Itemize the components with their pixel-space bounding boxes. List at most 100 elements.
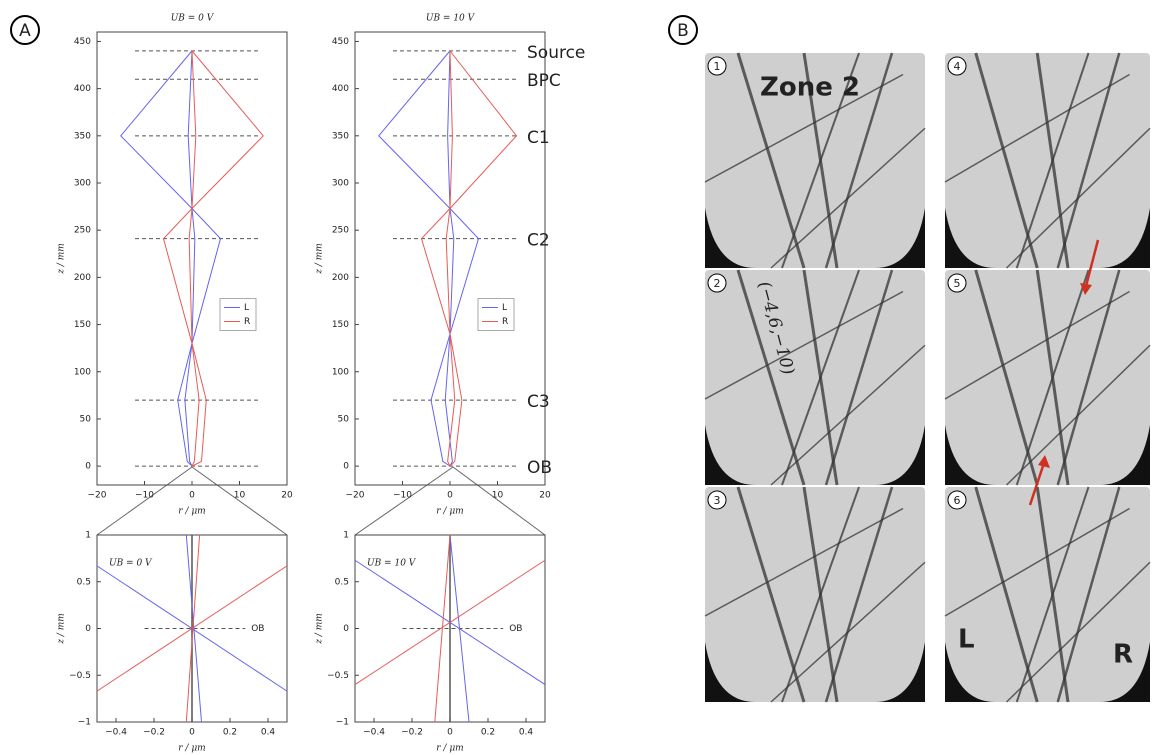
ray-line xyxy=(188,50,200,467)
ray-line xyxy=(96,565,288,692)
x-tick-label: −0.4 xyxy=(363,728,385,738)
plane-label: Source xyxy=(527,43,585,63)
kikuchi-band xyxy=(736,269,806,486)
y-tick-label: 250 xyxy=(74,226,91,236)
zoom-connector xyxy=(354,466,454,536)
legend-label: L xyxy=(244,303,249,313)
kikuchi-band xyxy=(824,486,894,703)
ray-line xyxy=(162,50,264,467)
y-tick-label: 400 xyxy=(74,84,91,94)
plane-label: C3 xyxy=(527,392,550,412)
arrow-head xyxy=(1080,283,1092,295)
y-axis-label: z / mm xyxy=(315,243,325,275)
y-tick-label: 350 xyxy=(74,131,91,141)
kikuchi-band xyxy=(824,269,894,486)
y-tick-label: 100 xyxy=(332,367,349,377)
tile-number: 3 xyxy=(714,494,721,507)
y-tick-label: 0 xyxy=(343,624,349,634)
kikuchi-band xyxy=(944,507,1130,617)
panel-label: B xyxy=(677,21,689,41)
y-tick-label: 100 xyxy=(74,367,91,377)
y-tick-label: 150 xyxy=(332,320,349,330)
kikuchi-band xyxy=(1056,486,1121,703)
kikuchi-band xyxy=(781,269,860,486)
y-tick-label: −1 xyxy=(78,718,91,728)
legend-label: R xyxy=(244,317,250,327)
x-tick-label: 20 xyxy=(539,491,551,501)
y-tick-label: 50 xyxy=(338,414,350,424)
ray-line xyxy=(420,50,518,467)
panel-badge xyxy=(10,15,40,45)
legend-label: L xyxy=(502,303,507,313)
annotation: UB = 10 V xyxy=(367,559,417,569)
tile-badge xyxy=(707,56,727,76)
y-tick-label: 200 xyxy=(332,273,349,283)
x-tick-label: 10 xyxy=(234,491,246,501)
tile-badge xyxy=(707,273,727,293)
ray-line xyxy=(449,534,470,723)
y-tick-label: 300 xyxy=(74,179,91,189)
kikuchi-band xyxy=(974,52,1039,269)
y-axis-label: z / mm xyxy=(315,613,325,645)
x-tick-label: −10 xyxy=(393,491,412,501)
x-tick-label: −20 xyxy=(88,491,107,501)
ray-line xyxy=(444,50,455,467)
x-axis-label: r / μm xyxy=(436,507,463,517)
plane-label: OB xyxy=(251,624,264,634)
ray-line xyxy=(120,50,222,467)
y-tick-label: −0.5 xyxy=(327,671,349,681)
x-tick-label: 0 xyxy=(189,491,195,501)
x-tick-label: −0.2 xyxy=(143,728,165,738)
kikuchi-band xyxy=(974,486,1039,703)
x-tick-label: −10 xyxy=(135,491,154,501)
tile-badge xyxy=(947,56,967,76)
kikuchi-band xyxy=(704,73,904,183)
ray-line xyxy=(185,534,202,723)
kikuchi-band xyxy=(704,290,904,400)
tile-number: 6 xyxy=(954,494,961,507)
x-tick-label: 0.4 xyxy=(261,728,276,738)
tile-number: 2 xyxy=(714,277,721,290)
y-tick-label: 200 xyxy=(74,273,91,283)
y-tick-label: −0.5 xyxy=(69,671,91,681)
plane-label: C1 xyxy=(527,128,550,148)
annotation: UB = 0 V xyxy=(109,559,153,569)
micrograph xyxy=(705,487,925,702)
kikuchi-band xyxy=(781,52,860,269)
micrograph xyxy=(945,487,1150,702)
x-tick-label: −0.2 xyxy=(401,728,423,738)
x-tick-label: 10 xyxy=(492,491,504,501)
ray-line xyxy=(184,50,196,467)
plot-frame xyxy=(354,31,546,486)
kikuchi-band xyxy=(1056,52,1121,269)
y-tick-label: 350 xyxy=(332,131,349,141)
micrograph xyxy=(705,53,925,268)
x-axis-label: r / μm xyxy=(178,744,205,754)
y-tick-label: 1 xyxy=(343,531,349,541)
arrow-head xyxy=(1038,455,1050,468)
x-tick-label: 20 xyxy=(281,491,293,501)
y-tick-label: 50 xyxy=(80,414,92,424)
kikuchi-band xyxy=(736,52,806,269)
y-tick-label: 0 xyxy=(85,462,91,472)
plane-label: OB xyxy=(509,624,522,634)
kikuchi-band xyxy=(824,52,894,269)
y-tick-label: 450 xyxy=(332,37,349,47)
x-tick-label: 0.2 xyxy=(481,728,495,738)
micrograph-edge xyxy=(945,425,1150,485)
kikuchi-band xyxy=(1015,52,1090,269)
y-tick-label: 450 xyxy=(74,37,91,47)
kikuchi-band xyxy=(944,73,1130,183)
zoom-connector xyxy=(452,466,546,536)
y-tick-label: 1 xyxy=(85,531,91,541)
y-tick-label: 250 xyxy=(332,226,349,236)
legend-box xyxy=(477,298,515,331)
chart-title: UB = 0 V xyxy=(171,14,215,24)
plane-label: BPC xyxy=(527,71,561,91)
kikuchi-band xyxy=(1015,269,1090,486)
panel-badge xyxy=(668,15,698,45)
y-tick-label: 150 xyxy=(74,320,91,330)
kikuchi-band xyxy=(781,486,860,703)
x-tick-label: 0 xyxy=(447,491,453,501)
kikuchi-band xyxy=(704,507,904,617)
